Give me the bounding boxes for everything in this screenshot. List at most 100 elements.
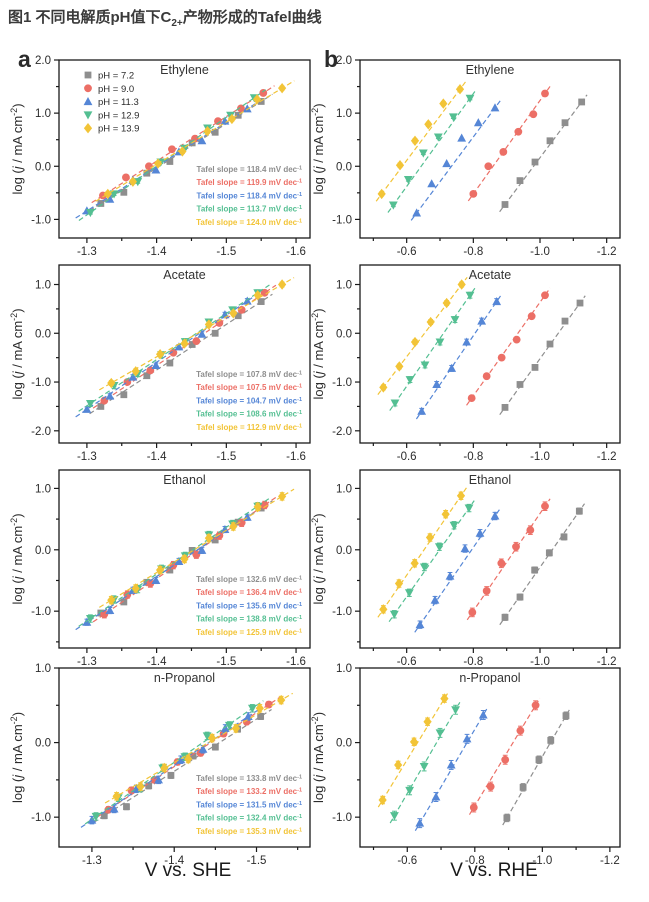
trend-line-ph-12-9 <box>387 90 476 213</box>
axis-tick-labels: -0.6 -0.8 -1.0 -1.2 -1.0 0.0 1.0 <box>332 663 620 867</box>
y-tick-label: 0.0 <box>336 161 352 173</box>
y-tick-label: 1.0 <box>336 280 352 292</box>
y-tick-label: -1.0 <box>332 377 352 389</box>
x-tick-label: -1.6 <box>286 246 306 258</box>
panel-product-title: Ethanol <box>469 473 511 487</box>
tafel-slope-ph-11-3: Tafel slope = 104.7 mV dec-1 <box>196 396 302 405</box>
y-tick-label: 1.0 <box>35 280 51 292</box>
x-tick-label: -1.5 <box>216 656 236 668</box>
axis-tick-labels: -1.3 -1.4 -1.5 -1.0 0.0 1.0 <box>31 663 266 867</box>
axis-ticks <box>54 667 299 852</box>
axis-ticks <box>355 59 608 243</box>
x-tick-label: -1.4 <box>164 855 184 867</box>
x-tick-label: -0.6 <box>397 855 417 867</box>
tafel-slope-ph-7-2: Tafel slope = 118.4 mV dec-1 <box>197 165 302 174</box>
tafel-slope-labels: Tafel slope = 133.8 mV dec-1 Tafel slope … <box>196 774 302 836</box>
axis-tick-labels: -1.3 -1.4 -1.5 -1.6 -1.0 0.0 1.0 2.0 <box>31 55 306 258</box>
trend-line-ph-11-3 <box>414 508 501 633</box>
x-tick-label: -1.3 <box>77 451 97 463</box>
figure-title-subscript: 2+ <box>171 18 183 29</box>
x-tick-label: -1.5 <box>216 451 236 463</box>
legend-label-ph-13-9: pH = 13.9 <box>98 124 139 135</box>
y-tick-label: 0.0 <box>35 738 51 750</box>
series-ph-11-3 <box>414 508 501 633</box>
trend-line-ph-7-2 <box>499 503 586 626</box>
x-tick-label: -1.6 <box>286 656 306 668</box>
y-tick-label: -2.0 <box>31 426 51 438</box>
panel-product-title: Acetate <box>469 268 511 282</box>
tafel-slope-ph-7-2: Tafel slope = 133.8 mV dec-1 <box>196 774 302 783</box>
y-axis-label: log (j / mA cm-2) <box>9 103 25 194</box>
y-tick-label: 0.0 <box>35 161 51 173</box>
tafel-slope-ph-9-0: Tafel slope = 119.9 mV dec-1 <box>197 178 302 187</box>
chart-panel-a-ethylene-she: -1.3 -1.4 -1.5 -1.6 -1.0 0.0 1.0 2.0 log (j / mA… <box>9 55 311 258</box>
axis-ticks <box>54 59 297 243</box>
legend-label-ph-9-0: pH = 9.0 <box>98 84 134 95</box>
trend-line-ph-11-3 <box>415 293 503 420</box>
x-tick-label: -0.6 <box>397 451 417 463</box>
trend-line-ph-13-9 <box>104 692 294 804</box>
trend-line-ph-11-3 <box>410 100 501 221</box>
chart-panel-g-n-propanol-she: -1.3 -1.4 -1.5 -1.0 0.0 1.0 log (j / mA cm-2) n… <box>9 663 311 867</box>
panel-product-title: Acetate <box>163 268 205 282</box>
tafel-slope-ph-7-2: Tafel slope = 107.8 mV dec-1 <box>196 370 302 379</box>
series-ph-13-9 <box>95 80 295 202</box>
x-tick-label: -1.0 <box>530 246 550 258</box>
y-tick-label: 2.0 <box>336 55 352 67</box>
y-axis-label: log (j / mA cm-2) <box>310 308 326 399</box>
x-tick-label: -1.4 <box>147 656 167 668</box>
y-tick-label: -1.0 <box>31 606 51 618</box>
x-tick-label: -1.2 <box>597 656 617 668</box>
chart-panel-f-ethanol-rhe: -0.6 -0.8 -1.0 -1.2 -1.0 0.0 1.0 log (j / mA cm… <box>310 469 621 668</box>
trend-line-ph-13-9 <box>95 80 295 202</box>
series-ph-7-2 <box>502 708 571 826</box>
tafel-slope-ph-13-9: Tafel slope = 135.3 mV dec-1 <box>196 827 302 836</box>
y-axis-label: log (j / mA cm-2) <box>9 513 25 604</box>
trend-line-ph-7-2 <box>502 708 571 826</box>
y-axis-label: log (j / mA cm-2) <box>310 712 326 803</box>
axis-ticks <box>54 487 297 653</box>
tafel-slope-ph-9-0: Tafel slope = 107.5 mV dec-1 <box>196 383 302 392</box>
x-tick-label: -0.6 <box>397 656 417 668</box>
x-tick-label: -1.3 <box>77 246 97 258</box>
tafel-slope-ph-7-2: Tafel slope = 132.6 mV dec-1 <box>196 575 302 584</box>
trend-line-ph-9-0 <box>92 284 277 409</box>
trend-line-ph-12-9 <box>78 497 270 627</box>
y-tick-label: 2.0 <box>35 55 51 67</box>
trend-line-ph-13-9 <box>375 81 466 202</box>
x-tick-label: -1.0 <box>530 451 550 463</box>
tafel-slope-labels: Tafel slope = 132.6 mV dec-1 Tafel slope … <box>196 575 302 637</box>
x-axis-title-she: V vs. SHE <box>144 860 232 881</box>
tafel-slope-ph-12-9: Tafel slope = 108.6 mV dec-1 <box>196 410 302 419</box>
legend-label-ph-7-2: pH = 7.2 <box>98 71 134 82</box>
legend-label-ph-12-9: pH = 12.9 <box>98 110 139 121</box>
y-axis-label: log (j / mA cm-2) <box>9 712 25 803</box>
figure-title-prefix: 图1 不同电解质pH值下C <box>8 9 172 26</box>
panel-label-a: a <box>18 46 31 72</box>
x-tick-label: -0.8 <box>463 451 483 463</box>
trend-line-ph-13-9 <box>377 276 468 395</box>
x-tick-label: -1.3 <box>77 656 97 668</box>
panel-product-title: n-Propanol <box>154 671 215 685</box>
tafel-slope-ph-13-9: Tafel slope = 125.9 mV dec-1 <box>196 628 302 637</box>
trend-line-ph-7-2 <box>499 94 588 213</box>
tafel-slope-ph-13-9: Tafel slope = 124.0 mV dec-1 <box>196 218 302 227</box>
legend-label-ph-11-3: pH = 11.3 <box>98 97 139 108</box>
plot-frame <box>58 264 311 444</box>
series-ph-12-9 <box>389 702 461 824</box>
x-tick-label: -1.3 <box>82 855 102 867</box>
tafel-slope-ph-9-0: Tafel slope = 136.4 mV dec-1 <box>196 588 302 597</box>
trend-line-ph-13-9 <box>99 277 295 391</box>
y-tick-label: -1.0 <box>31 377 51 389</box>
series-ph-9-0 <box>466 498 551 621</box>
x-tick-label: -1.2 <box>600 855 620 867</box>
tafel-slope-ph-11-3: Tafel slope = 118.4 mV dec-1 <box>197 191 302 200</box>
trend-line-ph-12-9 <box>389 287 476 411</box>
trend-line-ph-12-9 <box>388 500 475 623</box>
x-tick-label: -1.2 <box>597 451 617 463</box>
y-tick-label: 1.0 <box>336 108 352 120</box>
axis-ticks <box>355 667 611 852</box>
tafel-slope-ph-11-3: Tafel slope = 131.5 mV dec-1 <box>196 800 302 809</box>
series-ph-9-0 <box>468 697 541 815</box>
axis-tick-labels: -1.3 -1.4 -1.5 -1.6 -2.0 -1.0 0.0 1.0 <box>31 280 306 463</box>
